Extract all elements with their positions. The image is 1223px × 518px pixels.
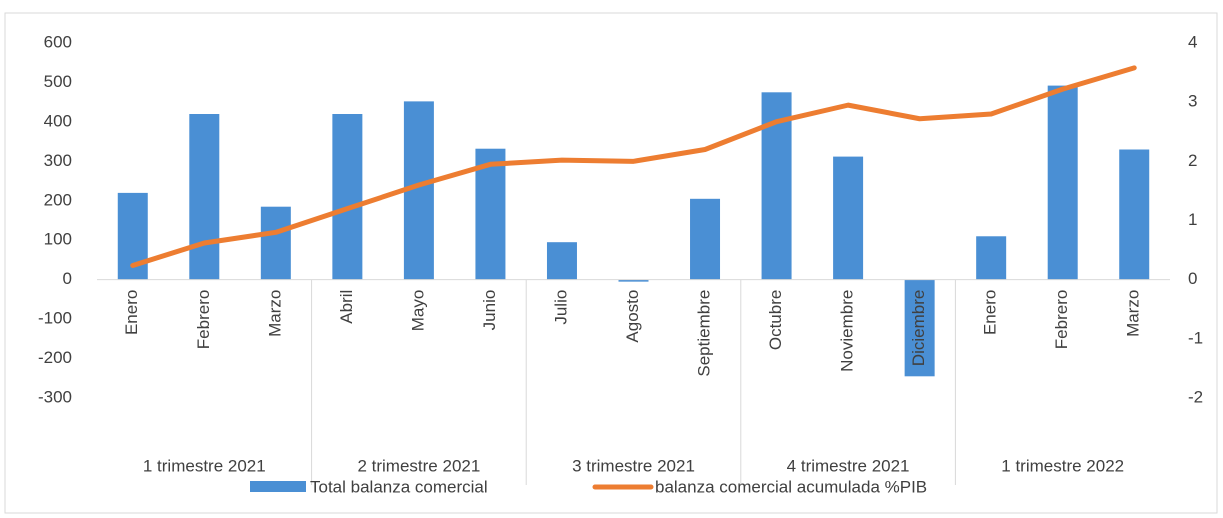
bar <box>690 198 721 280</box>
bar <box>189 114 220 280</box>
group-label: 3 trimestre 2021 <box>572 456 695 475</box>
bar <box>833 156 864 280</box>
x-tick-label: Febrero <box>1052 290 1071 350</box>
y2-tick-label: 2 <box>1188 151 1197 170</box>
y-tick-label: 600 <box>44 32 72 51</box>
bar <box>260 206 291 280</box>
bar <box>904 279 935 377</box>
y2-tick-label: 3 <box>1188 92 1197 111</box>
group-label: 4 trimestre 2021 <box>787 456 910 475</box>
legend-swatch <box>250 481 306 492</box>
y-tick-label: -300 <box>38 387 72 406</box>
x-tick-label: Marzo <box>265 290 284 337</box>
x-tick-label: Noviembre <box>838 290 857 372</box>
chart-border <box>4 12 1218 514</box>
y-tick-label: -200 <box>38 348 72 367</box>
x-tick-label: Enero <box>122 290 141 335</box>
bar <box>475 148 506 280</box>
group-label: 1 trimestre 2022 <box>1001 456 1124 475</box>
y-tick-label: -100 <box>38 309 72 328</box>
x-tick-label: Julio <box>551 290 570 325</box>
x-tick-label: Octubre <box>766 290 785 350</box>
bar <box>1047 85 1078 280</box>
line <box>130 65 1137 268</box>
y2-tick-label: -2 <box>1188 387 1203 406</box>
x-tick-label: Junio <box>480 290 499 331</box>
group-label: 1 trimestre 2021 <box>143 456 266 475</box>
legend-label: Total balanza comercial <box>310 477 488 496</box>
x-tick-label: Marzo <box>1124 290 1143 337</box>
x-tick-label: Mayo <box>408 290 427 332</box>
y2-tick-label: 4 <box>1188 32 1197 51</box>
x-tick-label: Enero <box>981 290 1000 335</box>
bar <box>546 242 577 280</box>
y-tick-label: 300 <box>44 151 72 170</box>
y-tick-label: 500 <box>44 72 72 91</box>
y-tick-label: 200 <box>44 190 72 209</box>
y2-tick-label: -1 <box>1188 328 1203 347</box>
x-tick-label: Septiembre <box>695 290 714 377</box>
y2-tick-label: 0 <box>1188 269 1197 288</box>
x-tick-label: Febrero <box>194 290 213 350</box>
y-tick-label: 100 <box>44 230 72 249</box>
bar <box>976 236 1007 280</box>
x-tick-label: Agosto <box>623 290 642 343</box>
x-tick-label: Diciembre <box>909 290 928 367</box>
y-tick-label: 0 <box>63 269 72 288</box>
legend-label: balanza comercial acumulada %PIB <box>655 477 927 496</box>
bar <box>618 279 649 282</box>
x-tick-label: Abril <box>337 290 356 324</box>
bar <box>332 114 363 280</box>
bar <box>1119 149 1150 280</box>
y-tick-label: 400 <box>44 111 72 130</box>
y2-tick-label: 1 <box>1188 210 1197 229</box>
group-label: 2 trimestre 2021 <box>357 456 480 475</box>
